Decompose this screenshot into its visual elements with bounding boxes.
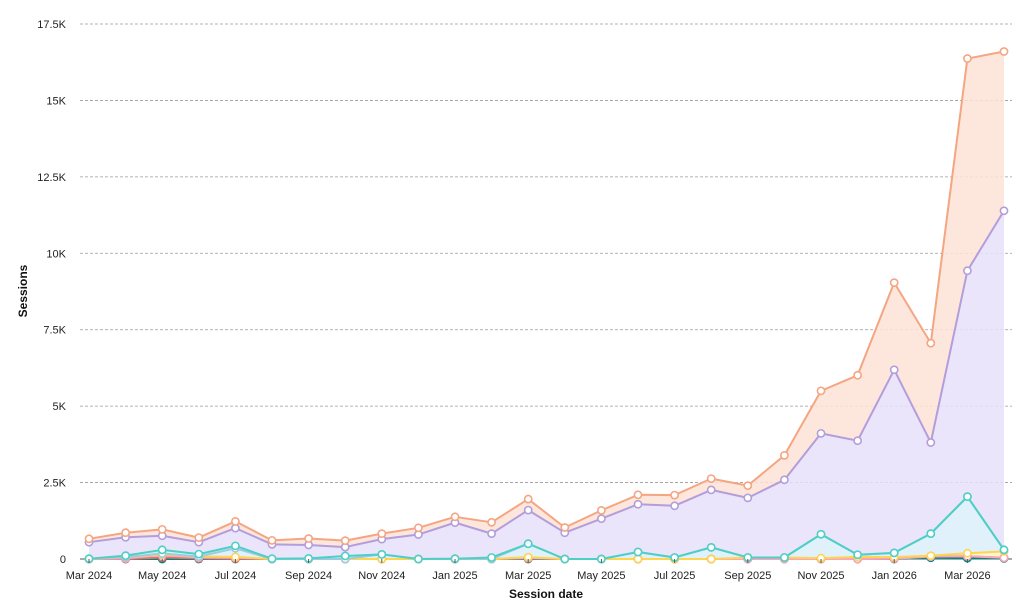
data-point[interactable] — [926, 438, 936, 447]
data-point[interactable] — [340, 551, 350, 561]
data-point[interactable] — [157, 524, 167, 534]
data-point[interactable] — [853, 436, 862, 446]
data-point[interactable] — [157, 545, 167, 555]
data-point[interactable] — [121, 551, 130, 561]
data-point[interactable] — [487, 517, 496, 527]
data-point[interactable] — [999, 206, 1009, 216]
y-axis-title: Sessions — [16, 264, 30, 317]
data-point[interactable] — [304, 534, 313, 543]
data-point[interactable] — [926, 529, 936, 539]
data-point[interactable] — [670, 501, 679, 511]
data-point[interactable] — [413, 523, 423, 533]
data-point[interactable] — [780, 475, 789, 485]
data-point[interactable] — [194, 533, 204, 542]
series-line-7 — [88, 50, 1005, 542]
x-axis-ticks: Mar 2024 May 2024 Jul 2024 Sep 2024 Nov 2024… — [66, 559, 991, 582]
data-point[interactable] — [487, 529, 496, 539]
x-tick-label: May 2025 — [577, 570, 625, 582]
x-tick-label: Jan 2026 — [872, 570, 917, 582]
data-point[interactable] — [963, 492, 972, 502]
data-point[interactable] — [926, 551, 936, 561]
data-point[interactable] — [633, 490, 643, 500]
data-point[interactable] — [780, 553, 789, 562]
data-point[interactable] — [963, 548, 972, 558]
data-point[interactable] — [780, 450, 789, 460]
data-point[interactable] — [816, 529, 826, 539]
y-tick-label: 5K — [53, 401, 67, 413]
x-tick-label: Sep 2025 — [724, 570, 771, 582]
data-point[interactable] — [706, 474, 716, 483]
data-point[interactable] — [816, 386, 826, 396]
x-tick-label: Mar 2024 — [66, 570, 112, 582]
data-point[interactable] — [121, 528, 130, 538]
data-point[interactable] — [267, 554, 277, 564]
series-area-6 — [89, 210, 1004, 560]
data-point[interactable] — [706, 485, 716, 495]
x-tick-label: Nov 2024 — [358, 570, 405, 582]
x-tick-label: Jan 2025 — [432, 570, 477, 582]
x-tick-label: Nov 2025 — [797, 570, 844, 582]
data-point[interactable] — [743, 481, 753, 491]
data-point[interactable] — [670, 490, 679, 500]
data-point[interactable] — [853, 550, 862, 560]
data-point[interactable] — [523, 505, 533, 515]
data-point[interactable] — [267, 535, 277, 545]
data-point[interactable] — [560, 523, 570, 532]
data-point[interactable] — [230, 517, 240, 526]
x-tick-label: May 2024 — [138, 570, 186, 582]
data-point[interactable] — [597, 514, 606, 524]
data-point[interactable] — [633, 499, 643, 509]
series-lines — [88, 50, 1005, 560]
y-tick-label: 17.5K — [37, 19, 66, 31]
y-tick-label: 10K — [46, 248, 66, 260]
y-tick-label: 7.5K — [43, 325, 66, 337]
y-tick-label: 15K — [46, 95, 66, 107]
data-point[interactable] — [340, 536, 350, 546]
data-point[interactable] — [230, 541, 240, 551]
y-tick-label: 2.5K — [43, 478, 66, 490]
data-point[interactable] — [816, 428, 826, 438]
data-point[interactable] — [889, 278, 899, 288]
data-point[interactable] — [926, 338, 936, 348]
data-point[interactable] — [633, 554, 643, 564]
x-tick-label: Sep 2024 — [285, 570, 332, 582]
data-point[interactable] — [523, 494, 533, 504]
x-tick-label: Jul 2025 — [654, 570, 696, 582]
series-line-5 — [88, 495, 1005, 560]
data-point[interactable] — [377, 529, 387, 539]
data-point[interactable] — [999, 47, 1009, 56]
data-point[interactable] — [706, 542, 716, 552]
data-point[interactable] — [413, 554, 423, 564]
data-point[interactable] — [597, 505, 606, 515]
series-line-6 — [88, 210, 1005, 549]
y-axis-ticks: 0 2.5K 5K 7.5K 10K 12.5K 15K 17.5K — [37, 19, 66, 566]
data-point[interactable] — [487, 553, 496, 562]
data-point[interactable] — [963, 266, 972, 276]
data-point[interactable] — [963, 54, 972, 63]
data-point[interactable] — [706, 554, 716, 564]
data-point[interactable] — [889, 365, 899, 375]
data-point[interactable] — [999, 545, 1009, 555]
x-axis-title: Session date — [509, 587, 583, 601]
data-point[interactable] — [560, 554, 570, 564]
data-point[interactable] — [377, 550, 387, 559]
data-point[interactable] — [853, 370, 862, 380]
data-point[interactable] — [633, 547, 643, 557]
x-tick-label: Mar 2026 — [944, 570, 990, 582]
x-tick-label: Jul 2024 — [215, 570, 257, 582]
data-point[interactable] — [523, 539, 533, 549]
x-tick-label: Mar 2025 — [505, 570, 551, 582]
series-line-3 — [88, 550, 1005, 560]
data-point[interactable] — [194, 549, 204, 559]
y-tick-label: 0 — [60, 554, 66, 566]
y-tick-label: 12.5K — [37, 172, 66, 184]
data-point[interactable] — [889, 548, 899, 558]
series-area-4 — [89, 496, 1004, 559]
data-point[interactable] — [743, 493, 753, 503]
data-point[interactable] — [84, 534, 94, 544]
data-point[interactable] — [450, 512, 460, 522]
